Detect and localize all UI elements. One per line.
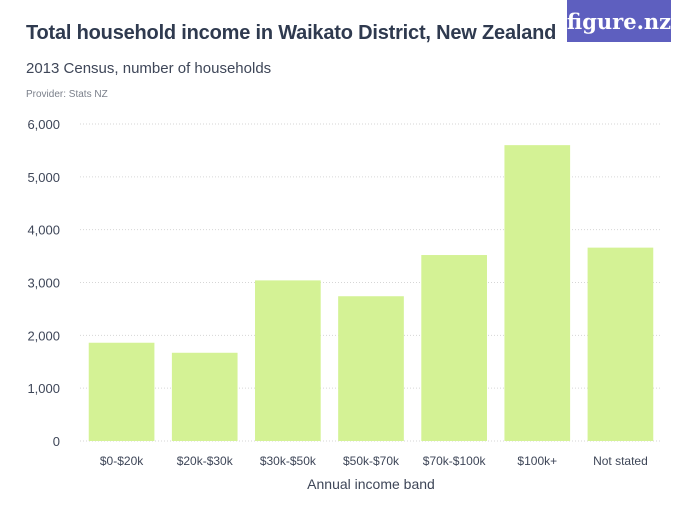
y-tick-label: 6,000: [27, 117, 60, 132]
x-tick-label: $30k-$50k: [260, 454, 317, 468]
y-tick-label: 0: [53, 434, 60, 449]
y-tick-label: 5,000: [27, 170, 60, 185]
x-tick-label: $70k-$100k: [423, 454, 487, 468]
bar[interactable]: [88, 342, 155, 441]
figure-nz-logo[interactable]: figure.nz: [567, 0, 671, 42]
bar[interactable]: [255, 280, 321, 441]
y-tick-label: 2,000: [27, 328, 60, 343]
bar[interactable]: [338, 296, 404, 441]
chart-title: Total household income in Waikato Distri…: [26, 22, 557, 44]
bar[interactable]: [587, 247, 654, 441]
x-tick-label: $20k-$30k: [177, 454, 234, 468]
y-axis-ticks: 0 1,000 2,000 3,000 4,000 5,000 6,000: [27, 117, 60, 449]
y-tick-label: 3,000: [27, 276, 60, 291]
x-tick-label: $0-$20k: [100, 454, 144, 468]
bar[interactable]: [504, 145, 571, 441]
bars: [88, 145, 654, 441]
x-axis-ticks: $0-$20k $20k-$30k $30k-$50k $50k-$70k $70k-$…: [100, 454, 648, 468]
x-tick-label: $100k+: [517, 454, 557, 468]
x-tick-label: $50k-$70k: [343, 454, 400, 468]
bar[interactable]: [421, 255, 487, 441]
x-tick-label: Not stated: [593, 454, 648, 468]
x-axis-title: Annual income band: [307, 476, 435, 492]
bar[interactable]: [171, 352, 238, 441]
y-tick-label: 1,000: [27, 381, 60, 396]
chart-subtitle: 2013 Census, number of households: [26, 60, 272, 77]
y-tick-label: 4,000: [27, 223, 60, 238]
data-provider: Provider: Stats NZ: [26, 89, 108, 100]
